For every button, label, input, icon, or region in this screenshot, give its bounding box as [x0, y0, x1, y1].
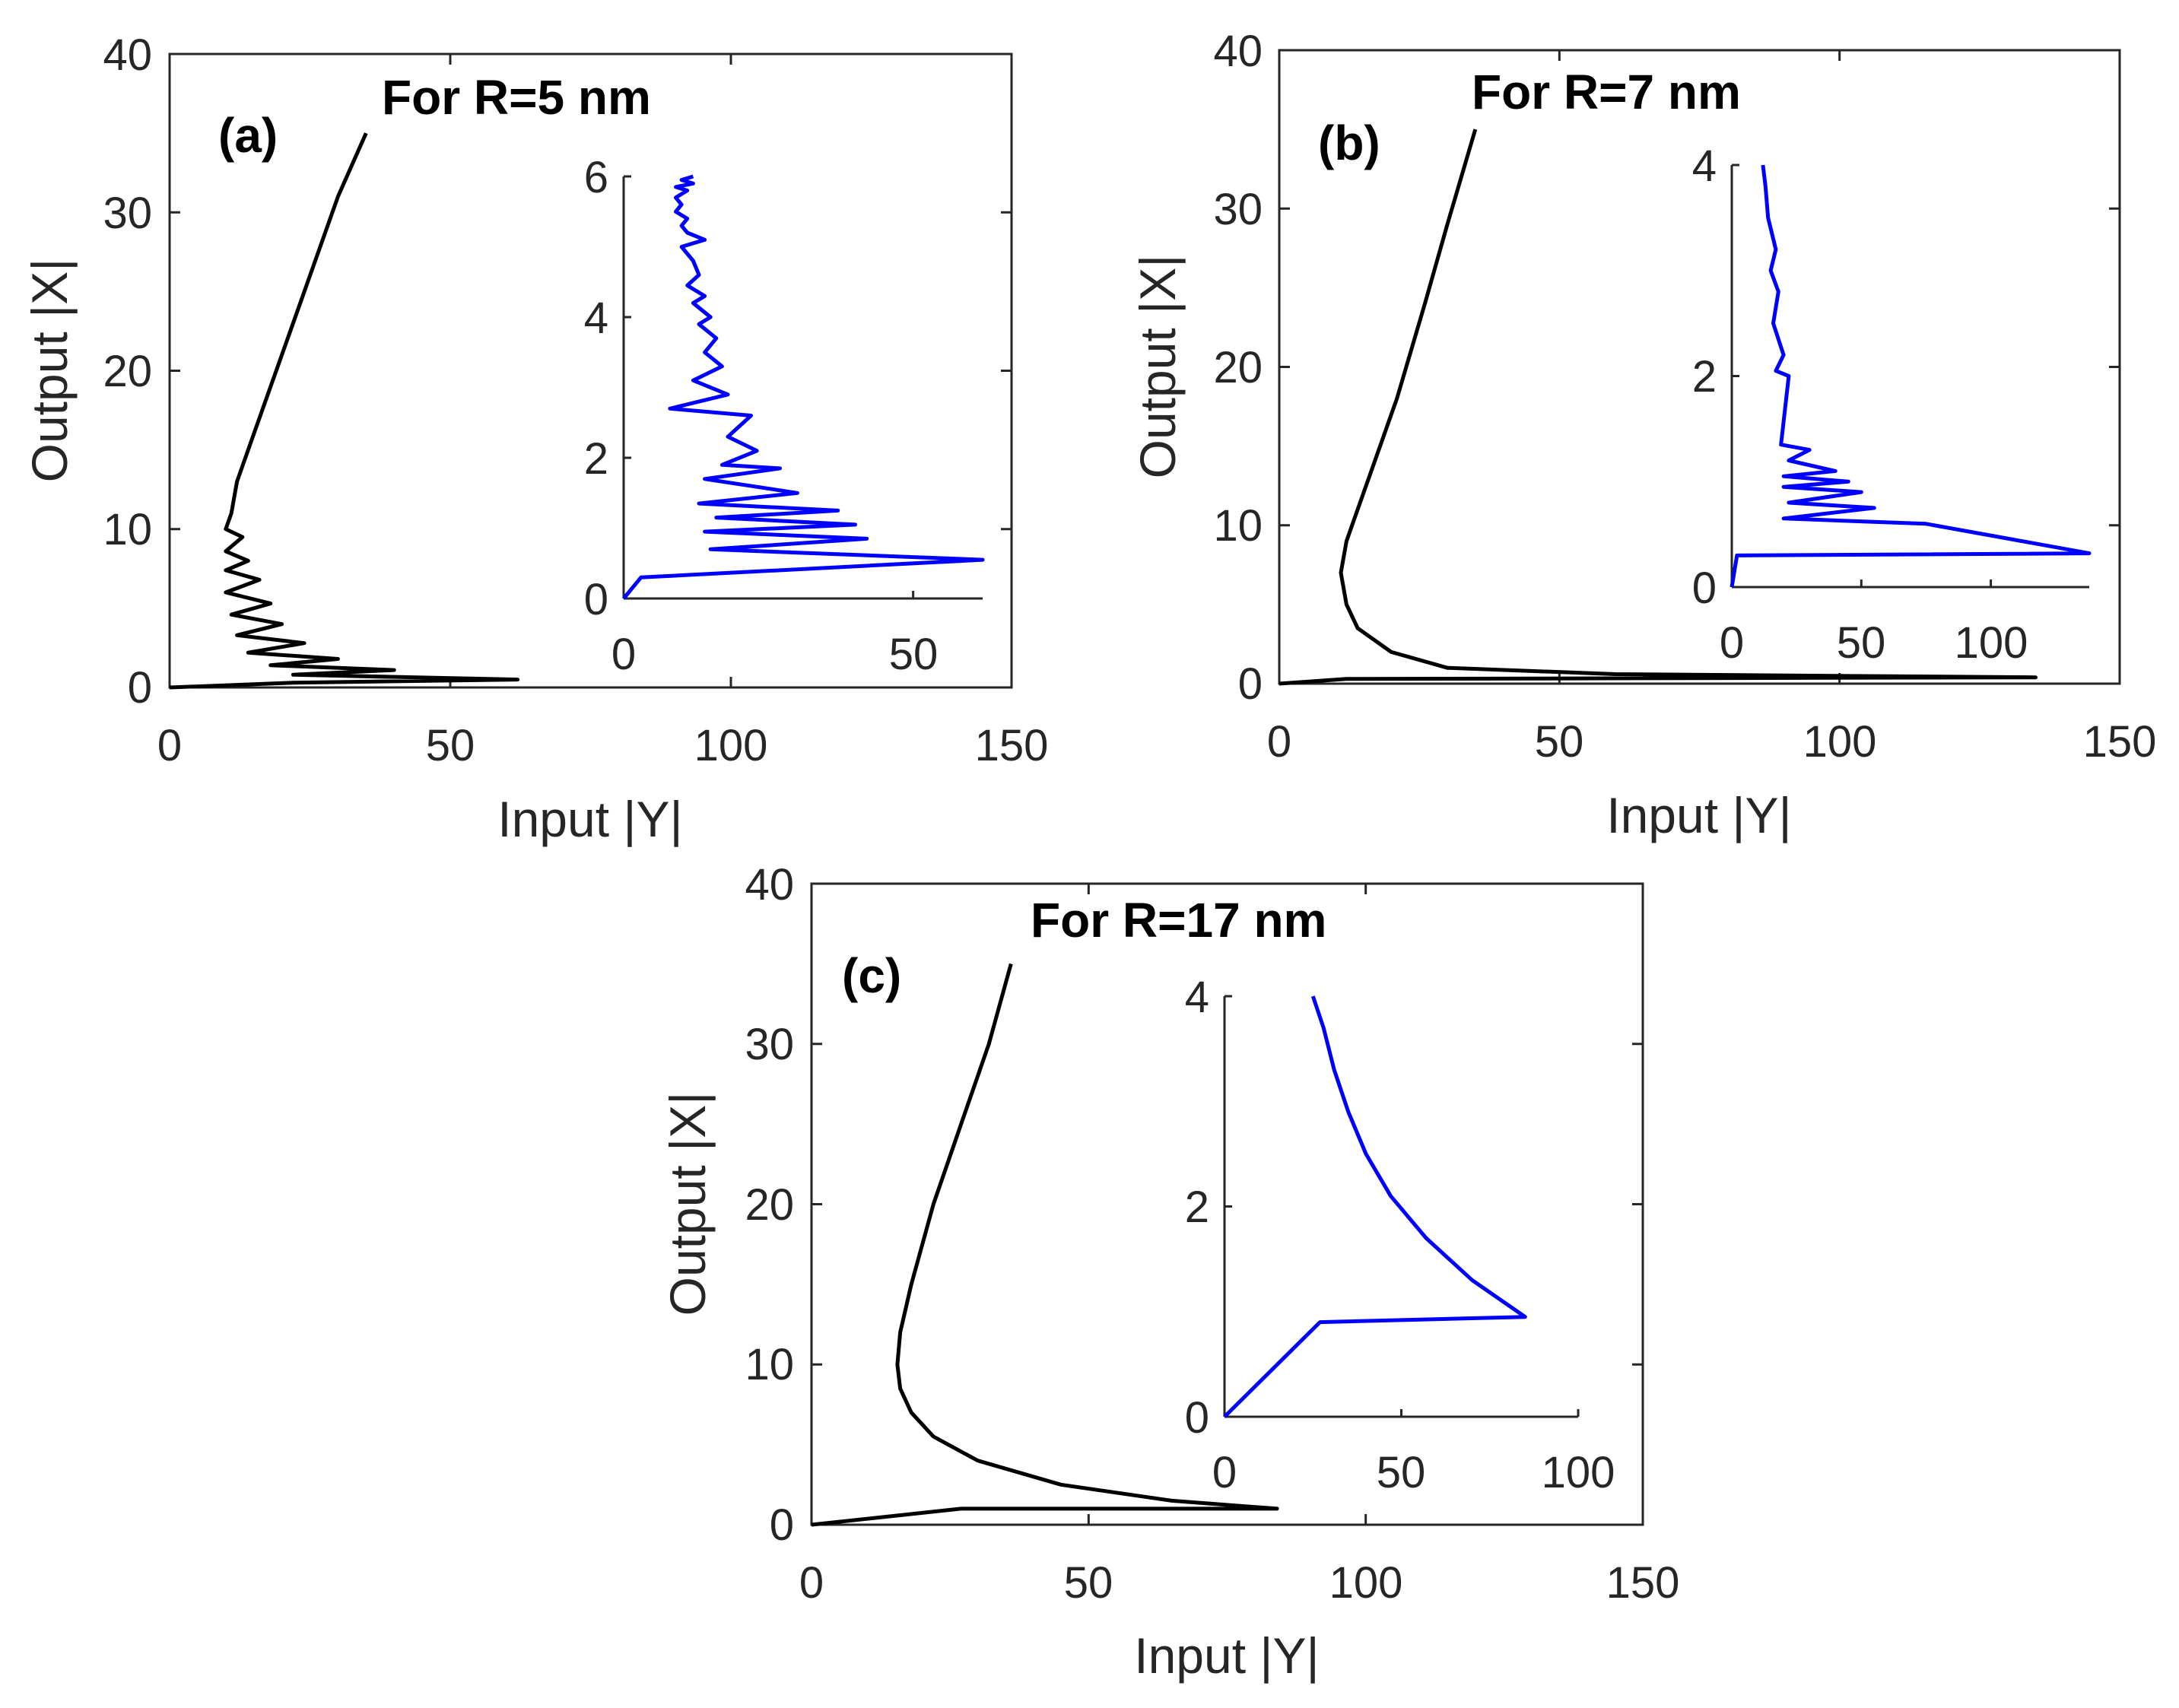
panel-b-inset-ytick-4: 4: [1692, 141, 1717, 191]
panel-a-inset-ytick-0: 0: [584, 575, 608, 624]
panel-a-xtick-0: 0: [157, 721, 182, 770]
panel-c-letter: (c): [842, 948, 901, 1003]
panel-b: 0 50 100 150 0 10 20 30 40 Input |Y| Out…: [1129, 27, 2156, 843]
panel-b-inset-xtick-100: 100: [1955, 618, 2028, 668]
panel-c-inset-xtick-100: 100: [1542, 1448, 1615, 1497]
panel-a-inset: 0 50 0 2 4 6: [584, 153, 985, 679]
panel-b-xtick-100: 100: [1803, 717, 1877, 767]
panel-a-xtick-50: 50: [426, 721, 475, 770]
panel-a-ytick-10: 10: [103, 505, 152, 554]
panel-b-ylabel: Output |X|: [1129, 255, 1186, 479]
panel-c-ytick-10: 10: [745, 1340, 794, 1389]
panel-c-ticks: [810, 882, 1644, 1526]
panel-c-inset-xtick-0: 0: [1212, 1448, 1237, 1497]
panel-b-letter: (b): [1318, 116, 1380, 170]
panel-b-inset-series-line: [1730, 164, 2092, 588]
panel-b-ytick-10: 10: [1213, 501, 1263, 551]
panel-b-ytick-20: 20: [1213, 343, 1263, 392]
panel-a-inset-ytick-4: 4: [584, 294, 608, 343]
panel-a-inset-ytick-6: 6: [584, 153, 608, 202]
panel-a-ylabel: Output |X|: [21, 259, 78, 483]
panel-a-xlabel: Input |Y|: [497, 791, 682, 847]
panel-b-xtick-50: 50: [1535, 717, 1584, 767]
panel-c-main-series-line: [811, 963, 1279, 1527]
panel-c-title: For R=17 nm: [1031, 893, 1326, 948]
panel-c-ytick-40: 40: [745, 860, 794, 910]
panel-b-ytick-40: 40: [1213, 27, 1263, 76]
panel-c-xtick-0: 0: [799, 1558, 824, 1608]
panel-c-xtick-150: 150: [1606, 1558, 1680, 1608]
panel-b-xtick-0: 0: [1267, 717, 1291, 767]
panel-a-inset-ytick-2: 2: [584, 434, 608, 484]
panel-c-ytick-0: 0: [770, 1500, 794, 1550]
panel-a-inset-xtick-0: 0: [611, 630, 636, 679]
panel-b-inset-ytick-2: 2: [1692, 352, 1717, 402]
panel-c-inset-xtick-50: 50: [1377, 1448, 1426, 1497]
panel-b-ytick-30: 30: [1213, 185, 1263, 234]
panel-c-xlabel: Input |Y|: [1134, 1627, 1319, 1684]
panel-a-title: For R=5 nm: [382, 70, 651, 125]
panel-c-inset-series-line: [1223, 995, 1527, 1418]
panel-a-inset-xtick-50: 50: [889, 630, 939, 679]
panel-c-inset-ytick-2: 2: [1185, 1183, 1209, 1232]
panel-b-inset-xtick-50: 50: [1837, 618, 1886, 668]
panel-b-ytick-0: 0: [1238, 659, 1263, 709]
panel-c-ytick-30: 30: [745, 1020, 794, 1069]
panel-b-inset-ytick-0: 0: [1692, 564, 1717, 613]
panel-b-xlabel: Input |Y|: [1606, 787, 1791, 843]
panel-c-inset: 0 50 100 0 2 4: [1185, 973, 1615, 1497]
panel-a-letter: (a): [218, 108, 278, 163]
panel-a-ytick-0: 0: [128, 663, 152, 713]
panel-c-xtick-100: 100: [1329, 1558, 1403, 1608]
panel-b-inset: 0 50 100 0 2 4: [1692, 141, 2092, 668]
panel-c-inset-ytick-0: 0: [1185, 1393, 1209, 1443]
panel-b-xtick-150: 150: [2083, 717, 2157, 767]
panel-c-inset-ytick-4: 4: [1185, 973, 1209, 1022]
panel-c: 0 50 100 150 0 10 20 30 40 Input |Y| Out…: [659, 860, 1679, 1684]
panel-b-main-series-line: [1278, 129, 2038, 686]
panel-c-ylabel: Output |X|: [659, 1092, 716, 1316]
panel-a-ytick-40: 40: [103, 30, 152, 80]
panel-a-xtick-100: 100: [694, 721, 768, 770]
panel-b-inset-xtick-0: 0: [1720, 618, 1744, 668]
panel-a-main-series-line: [169, 132, 520, 690]
panel-a: 0 50 100 150 0 10 20 30 40 Input |Y| Out…: [21, 30, 1048, 847]
panel-c-ytick-20: 20: [745, 1180, 794, 1230]
panel-a-xtick-150: 150: [975, 721, 1049, 770]
panel-a-ytick-30: 30: [103, 189, 152, 238]
panel-b-title: For R=7 nm: [1472, 65, 1741, 119]
panel-a-inset-series-line: [622, 174, 985, 600]
panel-c-xtick-50: 50: [1064, 1558, 1113, 1608]
panel-a-ytick-20: 20: [103, 347, 152, 396]
